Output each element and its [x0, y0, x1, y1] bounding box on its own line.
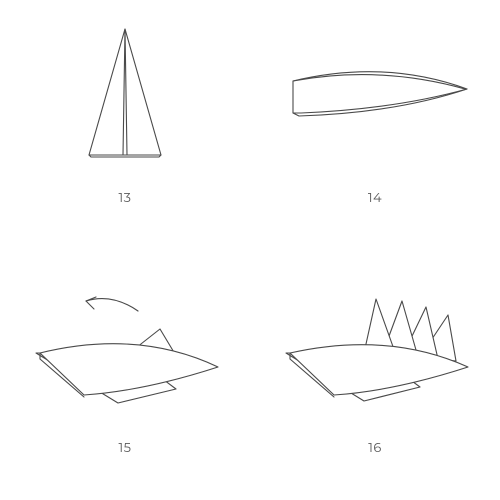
step-15-caption: 15: [0, 440, 250, 456]
step-14-figure: [250, 20, 500, 165]
step-16-caption: 16: [250, 440, 500, 456]
instruction-grid: 13 14: [0, 0, 500, 500]
step-13-caption: 13: [0, 190, 250, 206]
step-16-figure: [250, 270, 500, 415]
napkin-folded-side-icon: [275, 53, 475, 133]
step-14: 14: [250, 0, 500, 250]
step-15-figure: [0, 270, 250, 415]
step-13: 13: [0, 0, 250, 250]
napkin-triangle-icon: [65, 23, 185, 163]
napkin-pulling-layer-icon: [20, 273, 230, 413]
step-15: 15: [0, 250, 250, 500]
napkin-four-points-icon: [270, 273, 480, 413]
step-16: 16: [250, 250, 500, 500]
step-13-figure: [0, 20, 250, 165]
step-14-caption: 14: [250, 190, 500, 206]
